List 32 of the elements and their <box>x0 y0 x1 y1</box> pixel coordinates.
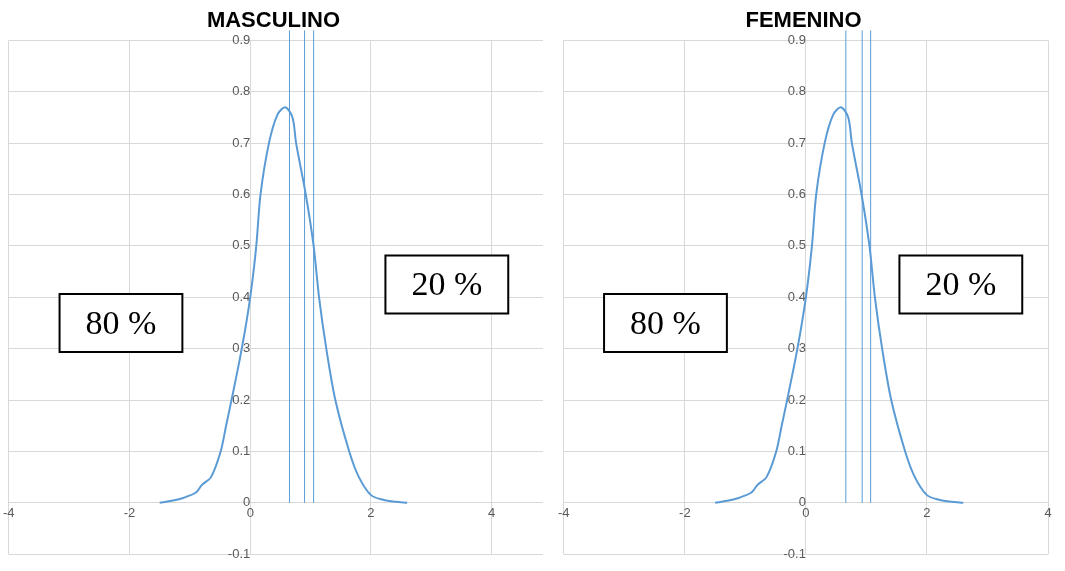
chart-title: FEMENINO <box>745 7 862 33</box>
annotation: 20 % <box>925 265 997 303</box>
y-tick-label: 0.2 <box>787 391 806 407</box>
y-tick-label: 0.7 <box>232 134 251 150</box>
x-tick-label: -2 <box>123 505 136 521</box>
y-tick-label: 0.2 <box>232 391 251 407</box>
x-tick-label: 4 <box>488 505 496 521</box>
y-tick-label: -0.1 <box>227 545 251 561</box>
x-tick-label: -4 <box>558 505 570 521</box>
y-tick-label: 0.4 <box>787 288 806 304</box>
y-tick-label: 0.9 <box>787 31 806 47</box>
y-tick-label: 0.8 <box>787 83 806 99</box>
y-tick-label: 0.1 <box>232 443 251 459</box>
y-tick-label: 0.5 <box>232 237 251 253</box>
y-tick-label: 0.4 <box>232 288 251 304</box>
y-tick-label: 0.6 <box>787 186 806 202</box>
x-tick-label: -2 <box>679 505 691 521</box>
x-tick-label: 2 <box>367 505 375 521</box>
x-tick-label: -4 <box>3 505 15 521</box>
y-tick-label: 0.1 <box>787 443 806 459</box>
annotation: 80 % <box>85 303 157 341</box>
x-tick-label: 2 <box>923 505 931 521</box>
y-tick-label: -0.1 <box>783 545 806 561</box>
annotation: 80 % <box>630 303 701 341</box>
x-tick-label: 4 <box>1044 505 1052 521</box>
y-tick-label: 0.7 <box>787 134 806 150</box>
y-tick-label: 0.5 <box>787 237 806 253</box>
chart-title: MASCULINO <box>206 7 341 33</box>
annotation: 20 % <box>411 265 483 303</box>
y-tick-label: 0.6 <box>232 186 251 202</box>
y-tick-label: 0.9 <box>232 31 251 47</box>
y-tick-label: 0.8 <box>232 83 251 99</box>
